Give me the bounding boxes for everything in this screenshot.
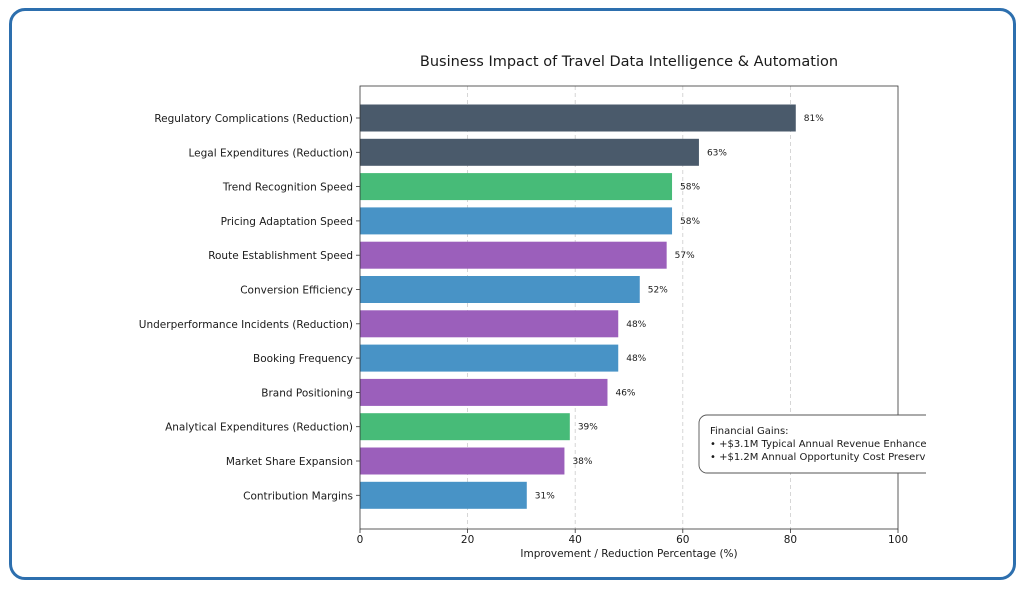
category-label: Booking Frequency bbox=[253, 353, 353, 365]
category-label: Market Share Expansion bbox=[226, 456, 353, 468]
bar bbox=[360, 173, 673, 201]
category-label: Legal Expenditures (Reduction) bbox=[189, 147, 354, 159]
data-label: 39% bbox=[578, 423, 598, 433]
data-label: 58% bbox=[680, 183, 700, 193]
data-label: 48% bbox=[626, 320, 646, 330]
chart-title: Business Impact of Travel Data Intellige… bbox=[420, 54, 838, 70]
x-tick-label: 80 bbox=[784, 534, 797, 546]
annotation-box-border bbox=[698, 414, 926, 474]
data-label: 81% bbox=[804, 114, 824, 124]
data-label: 46% bbox=[615, 388, 635, 398]
data-label: 58% bbox=[680, 217, 700, 227]
bar bbox=[360, 276, 640, 303]
data-label: 57% bbox=[675, 251, 695, 261]
annotation-line-1: • +$3.1M Typical Annual Revenue Enhancem… bbox=[710, 439, 953, 450]
data-label: 48% bbox=[626, 354, 646, 364]
bar bbox=[360, 447, 565, 475]
data-label: 63% bbox=[707, 148, 727, 158]
bar bbox=[360, 104, 796, 132]
x-tick-label: 0 bbox=[357, 534, 364, 546]
x-tick-label: 20 bbox=[461, 534, 474, 546]
data-label: 38% bbox=[572, 457, 592, 467]
category-label: Analytical Expenditures (Reduction) bbox=[165, 422, 353, 434]
category-label: Conversion Efficiency bbox=[240, 285, 353, 297]
bar bbox=[360, 481, 527, 509]
category-label: Route Establishment Speed bbox=[208, 250, 353, 262]
bar bbox=[360, 207, 673, 235]
x-axis-label: Improvement / Reduction Percentage (%) bbox=[520, 548, 737, 560]
plot-area-border bbox=[359, 85, 899, 530]
category-label: Pricing Adaptation Speed bbox=[221, 216, 353, 228]
annotation-heading: Financial Gains: bbox=[710, 426, 789, 437]
category-label: Regulatory Complications (Reduction) bbox=[154, 113, 353, 125]
bar bbox=[360, 138, 699, 166]
category-label: Trend Recognition Speed bbox=[222, 182, 353, 194]
bar bbox=[360, 241, 667, 269]
financial-gains-box: Financial Gains: • +$3.1M Typical Annual… bbox=[698, 414, 953, 474]
bar bbox=[360, 344, 619, 372]
bar bbox=[360, 413, 570, 441]
bar bbox=[360, 310, 619, 338]
x-tick-label: 100 bbox=[888, 534, 908, 546]
category-label: Contribution Margins bbox=[243, 490, 353, 502]
x-tick-label: 40 bbox=[569, 534, 582, 546]
x-tick-label: 60 bbox=[676, 534, 689, 546]
data-label: 52% bbox=[648, 286, 668, 296]
category-label: Brand Positioning bbox=[261, 387, 353, 399]
bar bbox=[360, 378, 608, 406]
annotation-line-2: • +$1.2M Annual Opportunity Cost Preserv… bbox=[710, 452, 951, 463]
category-label: Underperformance Incidents (Reduction) bbox=[139, 319, 353, 331]
data-label: 31% bbox=[535, 491, 555, 501]
